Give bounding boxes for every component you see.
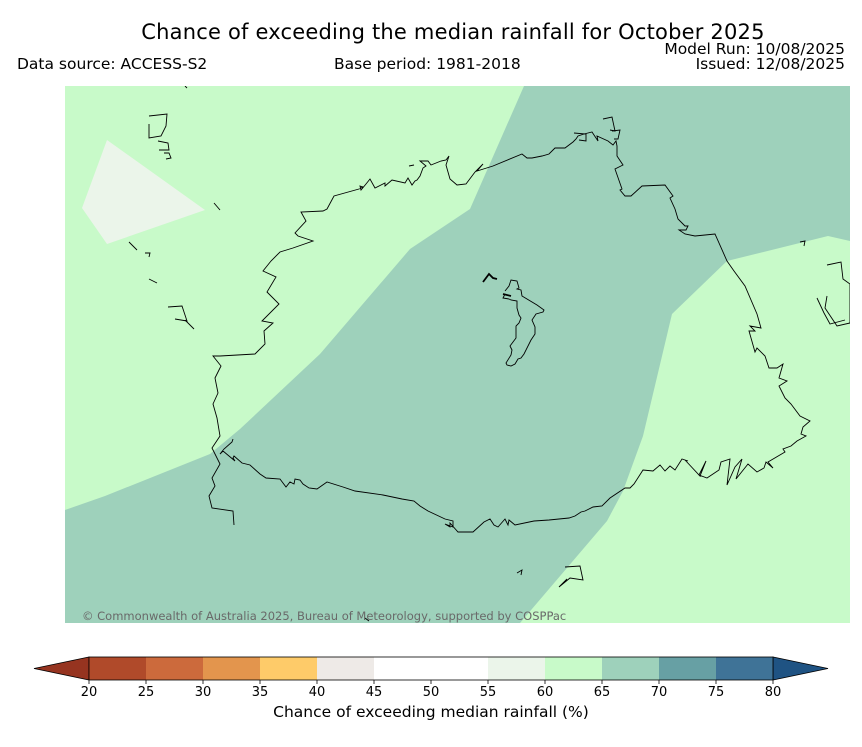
reef-segment-3 bbox=[184, 319, 195, 330]
colorbar-segment bbox=[545, 657, 602, 680]
colorbar-segment bbox=[89, 657, 146, 680]
islet-outline-1 bbox=[148, 113, 168, 139]
colorbar-tick-label: 70 bbox=[651, 685, 668, 700]
colorbar-segment bbox=[431, 657, 488, 680]
islet-cluster bbox=[482, 272, 512, 297]
colorbar: 20 25 30 35 40 45 50 55 60 65 70 75 80 bbox=[33, 656, 829, 700]
colorbar-tick-label: 45 bbox=[366, 685, 383, 700]
model-run-label: Model Run: 10/08/2025 bbox=[664, 40, 845, 58]
islet-outline-3 bbox=[164, 152, 172, 160]
islet-outline-10 bbox=[816, 297, 846, 325]
islet-outline-11 bbox=[558, 565, 584, 588]
colorbar-tick-label: 80 bbox=[765, 685, 782, 700]
reef-segment-6 bbox=[184, 86, 188, 89]
colorbar-segment bbox=[602, 657, 659, 680]
colorbar-segment bbox=[317, 657, 374, 680]
islet-outline-4 bbox=[167, 305, 188, 322]
colorbar-tick-label: 30 bbox=[195, 685, 212, 700]
colorbar-segment bbox=[716, 657, 773, 680]
islet-cluster-2 bbox=[502, 293, 512, 297]
colorbar-tick-label: 40 bbox=[309, 685, 326, 700]
reef-segment-7 bbox=[364, 617, 370, 622]
colorbar-label: Chance of exceeding median rainfall (%) bbox=[273, 703, 589, 721]
coastline bbox=[128, 86, 850, 622]
islet-cluster-1 bbox=[482, 272, 498, 283]
colorbar-extend-high bbox=[772, 656, 829, 681]
central-island-outline bbox=[502, 279, 545, 367]
reef-segment-5 bbox=[408, 164, 415, 167]
issued-label: Issued: 12/08/2025 bbox=[695, 55, 845, 73]
zone-65-70-main bbox=[65, 86, 850, 623]
reef-segment-1 bbox=[128, 241, 138, 251]
islet-outline-8 bbox=[799, 240, 806, 247]
colorbar-tick-label: 35 bbox=[252, 685, 269, 700]
islet-outline-5 bbox=[573, 132, 587, 142]
base-period-label: Base period: 1981-2018 bbox=[334, 55, 521, 73]
colorbar-segment bbox=[260, 657, 317, 680]
colorbar-tick-label: 65 bbox=[594, 685, 611, 700]
reef-segment-4 bbox=[213, 202, 221, 211]
data-source-label: Data source: ACCESS-S2 bbox=[17, 55, 208, 73]
colorbar-tick-label: 50 bbox=[423, 685, 440, 700]
islet-outline-2 bbox=[157, 140, 170, 151]
atoll-rim-outline bbox=[208, 131, 811, 533]
reef-segment-2 bbox=[148, 278, 158, 284]
islet-outline-12 bbox=[516, 569, 523, 576]
colorbar-tick-label: 55 bbox=[480, 685, 497, 700]
islet-outline-9 bbox=[824, 261, 850, 327]
colorbar-tick-label: 75 bbox=[708, 685, 725, 700]
colorbar-extend-low bbox=[33, 656, 90, 681]
colorbar-segment bbox=[146, 657, 203, 680]
map-title: Chance of exceeding the median rainfall … bbox=[141, 20, 765, 44]
islet-outline-13 bbox=[145, 252, 151, 258]
colorbar-segment bbox=[203, 657, 260, 680]
colorbar-segment bbox=[374, 657, 431, 680]
copyright-notice: © Commonwealth of Australia 2025, Bureau… bbox=[82, 609, 566, 623]
zone-55-60-patch bbox=[82, 140, 205, 244]
colorbar-tick-label: 60 bbox=[537, 685, 554, 700]
forecast-map: © Commonwealth of Australia 2025, Bureau… bbox=[65, 86, 850, 623]
islet-outline-7 bbox=[611, 129, 621, 140]
colorbar-segment bbox=[488, 657, 545, 680]
colorbar-tick-label: 20 bbox=[81, 685, 98, 700]
colorbar-tick-label: 25 bbox=[138, 685, 155, 700]
colorbar-segment bbox=[659, 657, 716, 680]
